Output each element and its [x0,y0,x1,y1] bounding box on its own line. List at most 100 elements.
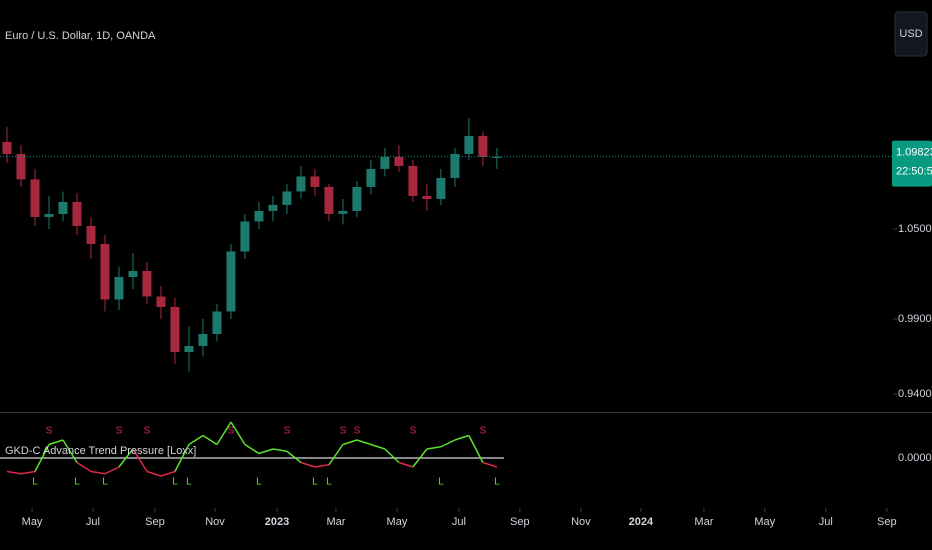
indicator-segment [6,470,22,475]
signal-label: L [494,477,500,488]
candle-body [464,135,474,154]
candle-body [100,243,110,300]
candle-body [352,186,362,211]
indicator-segment [300,461,316,468]
candle-body [478,135,488,157]
x-tick-label: Jul [452,516,466,528]
x-tick-label: May [22,516,43,528]
indicator-segment [342,439,358,446]
candle-body [436,177,446,199]
candle-body [366,168,376,187]
y-tick-label: 0.94000 [898,388,932,400]
signal-label: S [354,426,361,437]
indicator-segment [384,448,400,464]
indicator-segment [34,444,50,472]
symbol-title: Euro / U.S. Dollar, 1D, OANDA [5,30,156,42]
candle-body [338,210,348,214]
candle-body [142,270,152,297]
indicator-segment [286,450,302,464]
candle-body [408,165,418,196]
indicator-segment [440,439,456,448]
indicator-segment [216,421,232,445]
candle-body [114,276,124,300]
candle-body [86,225,96,244]
candle-body [16,153,26,180]
candle-body [492,156,502,158]
x-tick-label: Nov [205,516,225,528]
candle-body [296,176,306,192]
indicator-segment [482,461,498,468]
signal-label: S [284,426,291,437]
signal-label: L [186,477,192,488]
x-tick-label: Sep [145,516,165,528]
candle-body [310,176,320,187]
indicator-segment [468,435,484,463]
signal-label: S [340,426,347,437]
x-tick-label: Jul [86,516,100,528]
indicator-segment [188,434,204,446]
x-tick-label: May [387,516,408,528]
candle-body [268,204,278,211]
x-tick-label: Mar [694,516,713,528]
indicator-segment [174,444,190,472]
signal-label: S [228,426,235,437]
signal-label: L [438,477,444,488]
x-tick-label: Jul [819,516,833,528]
x-tick-label: Sep [510,516,530,528]
indicator-segment [230,421,246,445]
x-tick-label: Sep [877,516,897,528]
indicator-segment [412,448,428,468]
indicator-segment [356,439,372,446]
indicator-segment [48,439,64,446]
indicator-segment [118,448,134,468]
currency-label[interactable]: USD [899,28,922,40]
indicator-segment [160,470,176,477]
indicator-segment [272,448,288,452]
candle-body [394,156,404,166]
signal-label: S [144,426,151,437]
x-tick-label: 2023 [265,516,289,528]
candle-body [324,186,334,214]
candle-body [30,179,40,217]
indicator-segment [454,434,470,441]
indicator-segment [244,443,260,455]
indicator-segment [202,434,218,446]
currency-button[interactable] [894,11,928,57]
signal-label: L [74,477,80,488]
candle-body [282,191,292,205]
indicator-segment [258,448,274,455]
indicator-segment [90,470,106,475]
signal-label: S [46,426,53,437]
indicator-segment [20,470,36,475]
candle-body [156,296,166,307]
signal-label: S [410,426,417,437]
indicator-segment [398,461,414,468]
signal-label: L [32,477,38,488]
signal-label: L [326,477,332,488]
signal-label: L [102,477,108,488]
candle-body [254,210,264,222]
signal-label: L [172,477,178,488]
indicator-segment [370,443,386,450]
indicator-segment [426,446,442,450]
x-tick-label: Nov [571,516,591,528]
candle-body [422,195,432,199]
candle-body [198,333,208,346]
indicator-segment [104,466,120,475]
candle-body [226,251,236,312]
last-price-label: 1.09823 [896,146,932,158]
countdown-label: 22:50:57 [896,165,932,177]
indicator-segment [328,444,344,466]
indicator-segment [62,439,78,463]
candle-body [170,306,180,352]
signal-label: S [480,426,487,437]
signal-label: S [116,426,123,437]
indicator-segment [314,464,330,468]
x-tick-label: 2024 [629,516,654,528]
x-tick-label: May [754,516,775,528]
candle-body [184,345,194,352]
candle-body [240,221,250,252]
